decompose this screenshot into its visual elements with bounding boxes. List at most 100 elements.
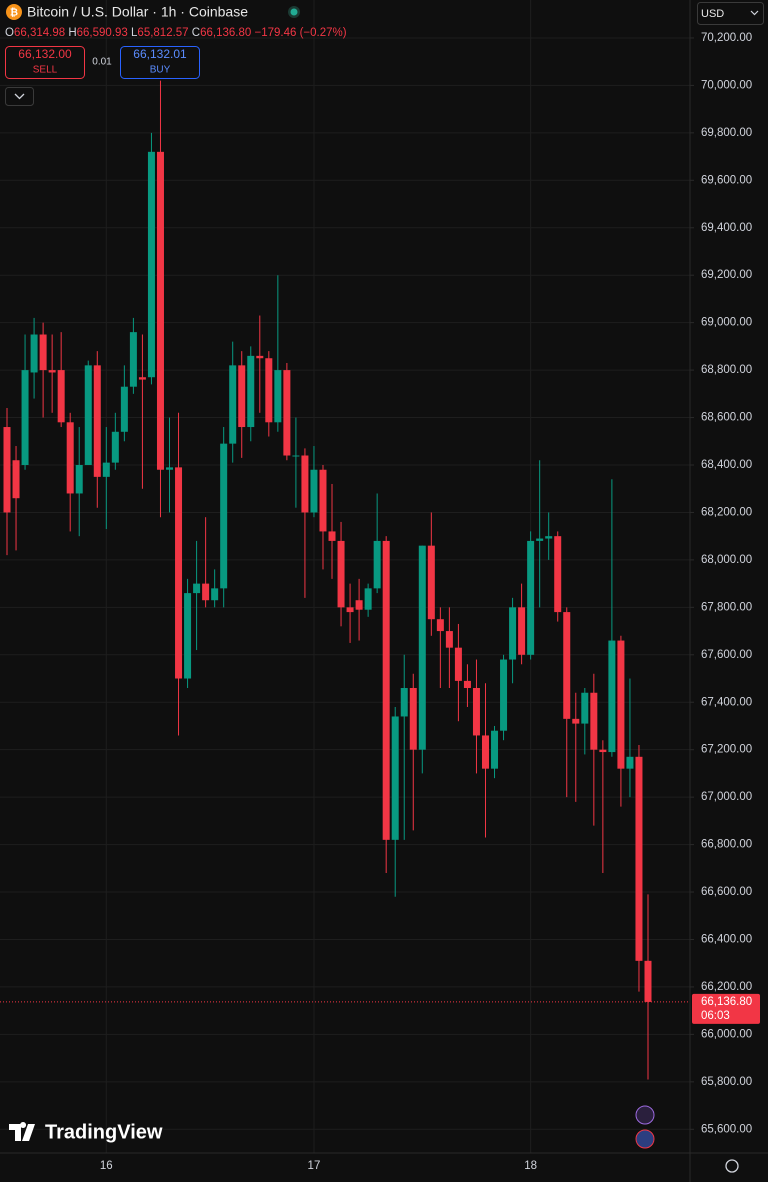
- candle-body: [545, 536, 553, 539]
- candle-body: [373, 540, 381, 589]
- candle-body: [635, 756, 643, 961]
- y-tick-label: 67,600.00: [701, 649, 752, 661]
- candle-body: [111, 431, 119, 463]
- candle-body: [608, 640, 616, 753]
- y-tick-label: 69,000.00: [701, 317, 752, 329]
- candle-body: [211, 588, 219, 601]
- candle-body: [536, 538, 544, 541]
- candle-body: [391, 716, 399, 840]
- candle-body: [57, 370, 65, 423]
- spread: 0.01: [92, 57, 112, 68]
- candle-body: [527, 540, 535, 655]
- alert-icon[interactable]: [635, 1105, 655, 1125]
- grid: [0, 0, 690, 1153]
- candle-body: [400, 688, 408, 717]
- candle-body: [328, 531, 336, 541]
- chevron: [750, 10, 759, 16]
- symbol-title[interactable]: Bitcoin / U.S. Dollar · 1h · Coinbase: [27, 4, 248, 20]
- candle-body: [454, 647, 462, 681]
- sell-label: SELL: [33, 65, 58, 76]
- ohlc-value: 66,314.98: [14, 27, 65, 39]
- ohlc-key: H: [68, 27, 76, 39]
- candle-body: [445, 631, 453, 648]
- y-tick-label: 69,400.00: [701, 222, 752, 234]
- y-tick-label: 68,000.00: [701, 554, 752, 566]
- candle-body: [193, 583, 201, 594]
- candle-body: [184, 593, 192, 679]
- candle-body: [265, 358, 273, 423]
- candle-body: [518, 607, 526, 655]
- candle-body: [337, 540, 345, 608]
- candle-body: [418, 545, 426, 750]
- candle-body: [229, 365, 237, 444]
- candle-body: [436, 619, 444, 632]
- candle-body: [346, 607, 354, 613]
- coin-symbol: ₿: [10, 7, 18, 19]
- candle-body: [472, 688, 480, 736]
- candle-body: [581, 692, 589, 724]
- buy-button[interactable]: [120, 46, 200, 79]
- candle-body: [66, 422, 74, 494]
- candle-body: [256, 355, 264, 359]
- y-tick-label: 67,400.00: [701, 696, 752, 708]
- candle-body: [617, 640, 625, 769]
- chevron: [14, 93, 25, 100]
- candle-body: [554, 536, 562, 613]
- y-tick-label: 67,200.00: [701, 744, 752, 756]
- y-tick-label: 66,600.00: [701, 886, 752, 898]
- candle-body: [3, 427, 11, 513]
- coin-icon: [6, 4, 22, 20]
- candle-body: [590, 692, 598, 750]
- candle-body: [156, 151, 164, 470]
- candle-body: [30, 334, 38, 373]
- candle-body: [500, 659, 508, 731]
- sell-button[interactable]: [5, 46, 85, 79]
- y-tick-label: 70,200.00: [701, 32, 752, 44]
- candle-body: [202, 583, 210, 601]
- ohlc-key: C: [192, 27, 200, 39]
- brand-logo: [9, 1122, 35, 1141]
- y-tick-label: 66,200.00: [701, 981, 752, 993]
- ohlc-key: L: [131, 27, 138, 39]
- last-price-label: 66,136.80: [701, 996, 752, 1008]
- y-tick-label: 68,400.00: [701, 459, 752, 471]
- candle-body: [21, 370, 29, 465]
- y-tick-label: 67,800.00: [701, 601, 752, 613]
- sell-price: 66,132.00: [18, 47, 72, 61]
- collapse-button[interactable]: [5, 87, 34, 106]
- candle-body: [129, 332, 137, 387]
- candle-body: [509, 607, 517, 660]
- candle-body: [12, 460, 20, 499]
- settings-icon[interactable]: [725, 1159, 739, 1173]
- y-tick-label: 66,000.00: [701, 1028, 752, 1040]
- y-tick-label: 68,800.00: [701, 364, 752, 376]
- candle-body: [382, 540, 390, 840]
- candle-body: [427, 545, 435, 620]
- y-tick-label: 68,600.00: [701, 412, 752, 424]
- currency-select[interactable]: [697, 2, 764, 25]
- currency: USD: [701, 8, 724, 20]
- candle-body: [355, 600, 363, 610]
- candle-body: [238, 365, 246, 428]
- market-status[interactable]: [290, 8, 298, 16]
- y-tick-label: 67,000.00: [701, 791, 752, 803]
- candle-body: [274, 370, 282, 423]
- candle-body: [481, 735, 489, 769]
- candle-body: [93, 365, 101, 477]
- candle-body: [319, 469, 327, 532]
- y-tick-label: 68,200.00: [701, 506, 752, 518]
- flag-icon[interactable]: [635, 1129, 655, 1149]
- buy-price: 66,132.01: [133, 47, 187, 61]
- brand-name: TradingView: [45, 1121, 163, 1143]
- ohlc-key: O: [5, 27, 14, 39]
- countdown: 06:03: [701, 1010, 730, 1022]
- ohlc-value: 66,590.93: [77, 27, 128, 39]
- y-tick-label: 70,000.00: [701, 79, 752, 91]
- y-tick-label: 65,600.00: [701, 1123, 752, 1135]
- y-tick-label: 65,800.00: [701, 1076, 752, 1088]
- candle-body: [175, 467, 183, 679]
- candle-body: [463, 680, 471, 689]
- ohlc-change: −179.46 (−0.27%): [254, 27, 346, 39]
- axes: 65,600.00 65,800.00 66,000.00 66,200.00 66,4…: [100, 32, 760, 1172]
